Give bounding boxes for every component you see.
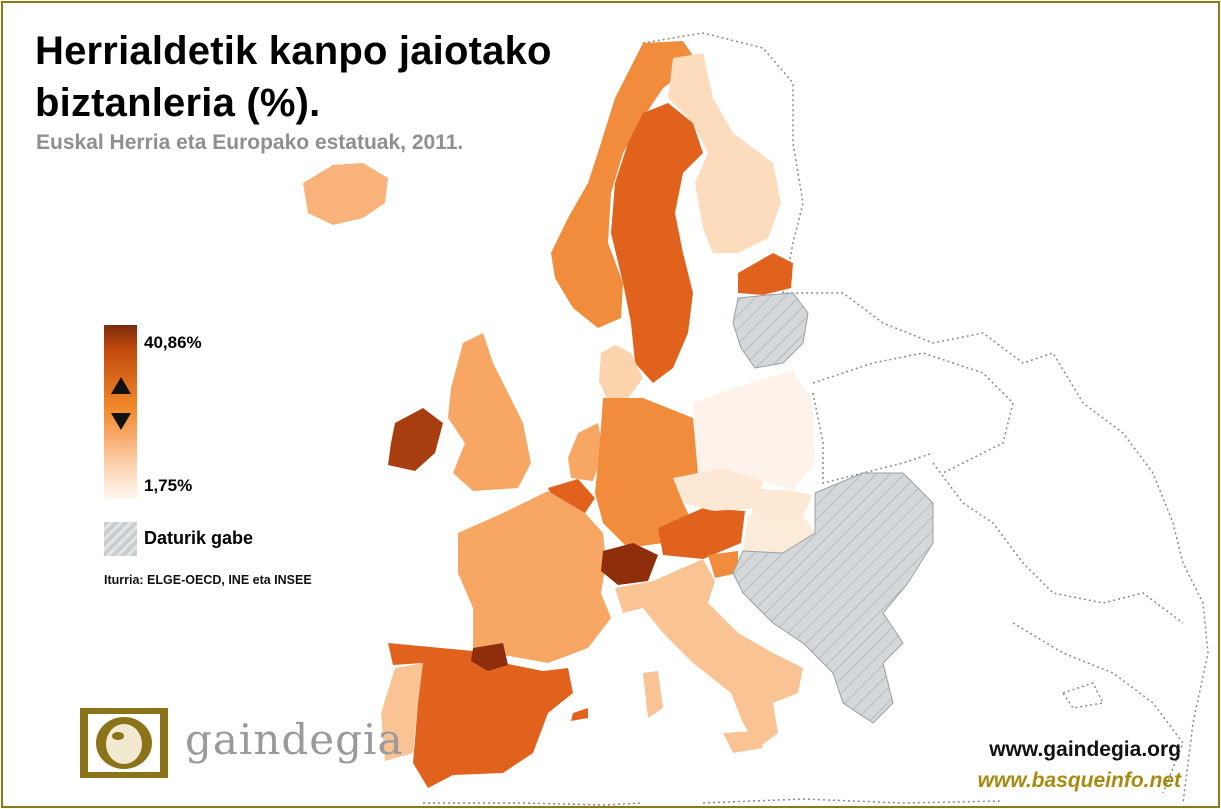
region-balearic[interactable]	[571, 708, 588, 721]
region-norway[interactable]	[551, 41, 698, 328]
region-czech-republic[interactable]	[673, 468, 763, 511]
region-poland[interactable]	[693, 371, 815, 491]
region-germany[interactable]	[595, 398, 698, 548]
region-denmark[interactable]	[599, 345, 643, 401]
region-sardinia[interactable]	[643, 671, 663, 718]
url-gaindegia[interactable]: www.gaindegia.org	[989, 738, 1181, 761]
region-portugal[interactable]	[381, 663, 423, 761]
region-iceland[interactable]	[303, 163, 388, 225]
region-france[interactable]	[458, 491, 611, 663]
region-slovakia[interactable]	[748, 488, 813, 515]
region-finland[interactable]	[668, 53, 781, 253]
legend-max-label: 40,86%	[144, 333, 202, 352]
legend-min-label: 1,75%	[144, 476, 193, 495]
map-title: Herrialdetik kanpo jaiotako biztanleria …	[35, 25, 552, 129]
legend-no-data-label: Daturik gabe	[144, 528, 254, 548]
region-united-kingdom[interactable]	[448, 333, 531, 491]
region-ireland[interactable]	[388, 408, 443, 471]
region-italy[interactable]	[615, 559, 803, 748]
title-line-1: Herrialdetik kanpo jaiotako	[35, 29, 552, 73]
region-hungary[interactable]	[743, 515, 815, 553]
arrow-down-icon	[111, 413, 131, 430]
source-note: Iturria: ELGE-OECD, INE eta INSEE	[104, 573, 312, 587]
logo-wordmark: gaindegia	[185, 715, 404, 764]
region-baltics-nodata[interactable]	[732, 292, 809, 369]
region-slovenia[interactable]	[708, 551, 738, 578]
map-subtitle: Euskal Herria eta Europako estatuak, 201…	[36, 131, 464, 154]
legend-color-scale	[104, 325, 137, 499]
title-line-2: biztanleria (%).	[35, 81, 321, 125]
region-spain[interactable]	[388, 643, 573, 788]
region-sweden[interactable]	[611, 103, 703, 383]
gaindegia-logo-icon	[80, 708, 168, 778]
region-sicily[interactable]	[723, 731, 763, 753]
europe-choropleth-map	[303, 32, 1209, 806]
region-switzerland[interactable]	[601, 543, 658, 585]
legend-no-data-swatch	[104, 522, 137, 556]
arrow-up-icon	[111, 377, 131, 394]
region-balkans-nodata[interactable]	[732, 472, 934, 724]
region-basque-country[interactable]	[471, 643, 508, 671]
url-basqueinfo[interactable]: www.basqueinfo.net	[977, 769, 1181, 792]
region-austria[interactable]	[658, 508, 745, 559]
eastern-borders	[423, 32, 1209, 806]
region-estonia[interactable]	[738, 253, 793, 295]
region-netherlands[interactable]	[568, 423, 603, 481]
